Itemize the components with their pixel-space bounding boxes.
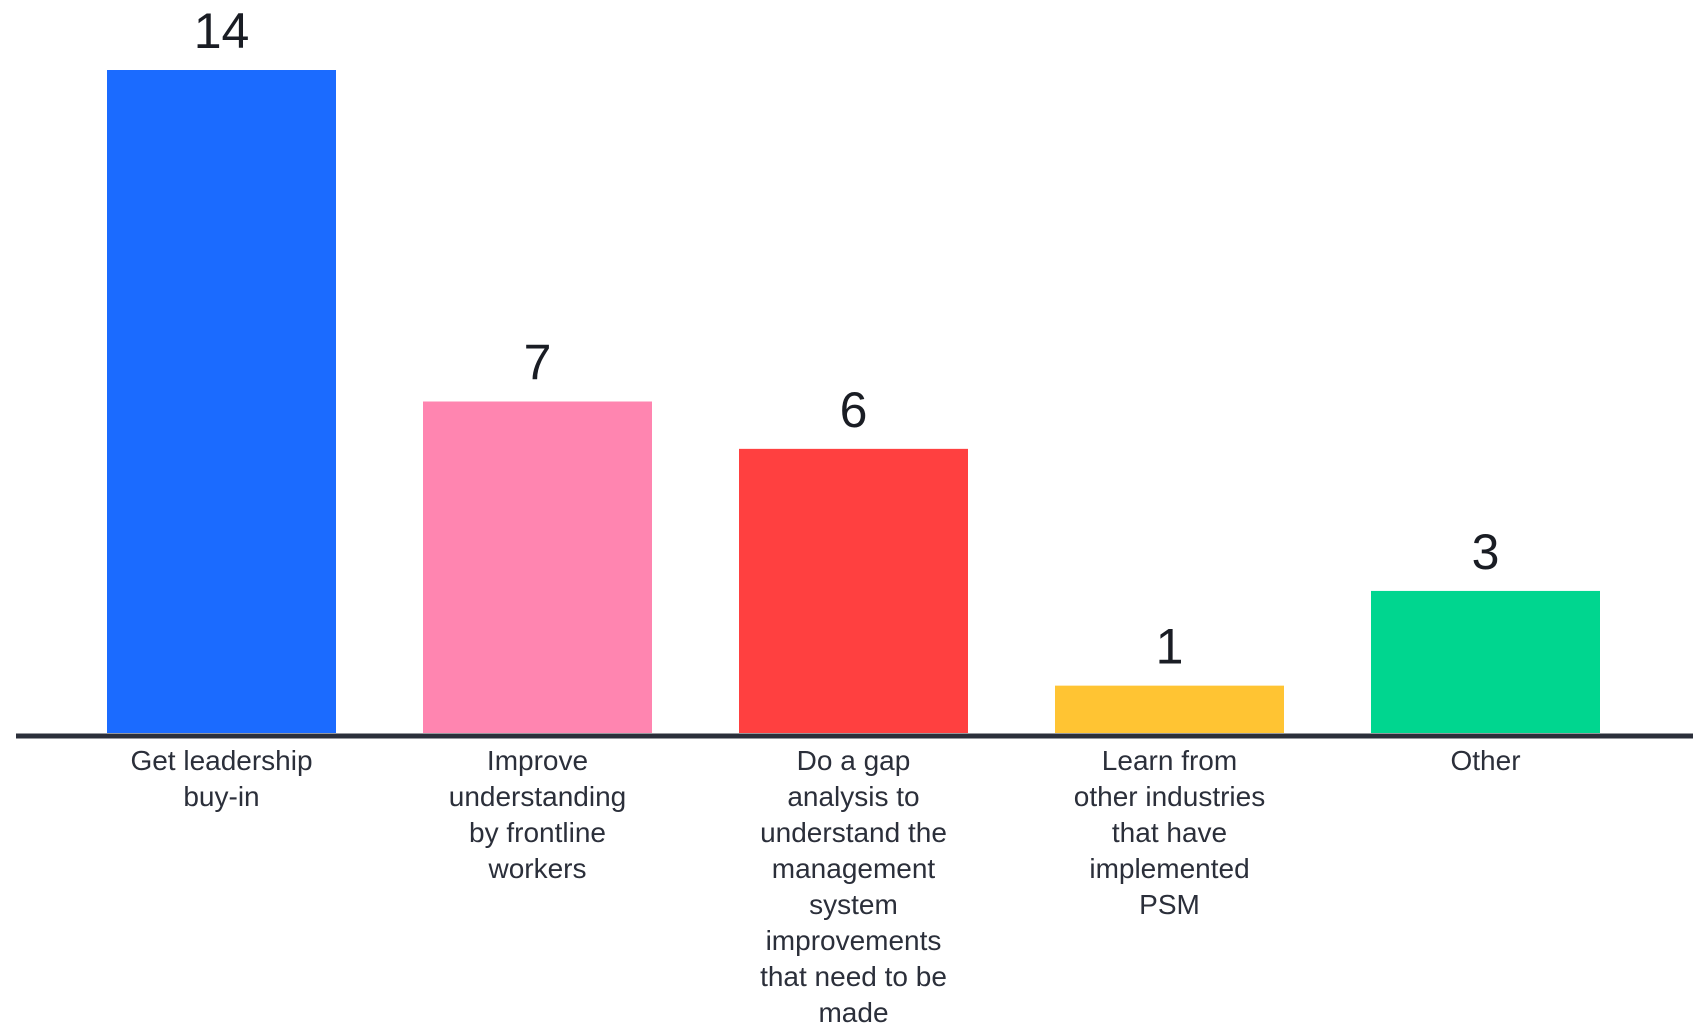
category-label-line: Other [1450, 745, 1520, 776]
category-label-line: buy-in [183, 781, 259, 812]
value-label-4: 1 [1156, 619, 1184, 675]
value-label-2: 7 [524, 335, 552, 391]
category-label-line: Get leadership [130, 745, 312, 776]
category-label-line: system [809, 889, 898, 920]
category-label-line: implemented [1089, 853, 1249, 884]
bar-2 [423, 401, 652, 733]
category-label-line: by frontline [469, 817, 606, 848]
category-label-line: analysis to [787, 781, 919, 812]
category-label-line: Do a gap [797, 745, 911, 776]
bar-1 [107, 70, 336, 733]
category-label-line: made [818, 997, 888, 1025]
category-label-line: Improve [487, 745, 588, 776]
category-label-3: Do a gap analysis to understand the managem… [760, 745, 947, 1025]
value-label-5: 3 [1472, 524, 1500, 580]
bar-4 [1055, 685, 1284, 733]
category-label-line: Learn from [1102, 745, 1237, 776]
category-label-line: understand the [760, 817, 947, 848]
value-label-3: 6 [840, 382, 868, 438]
category-labels-layer: Get leadership buy-in Improve understanding… [130, 745, 1520, 1028]
bars-layer [107, 70, 1600, 733]
category-label-4: Learn from other industries that have imple… [1074, 745, 1265, 920]
category-label-line: that have [1112, 817, 1227, 848]
bar-3 [739, 448, 968, 733]
category-label-line: improvements [766, 925, 942, 956]
category-label-line: workers [487, 853, 586, 884]
category-label-line: PSM [1139, 889, 1200, 920]
category-label-line: understanding [449, 781, 626, 812]
bar-5 [1371, 590, 1600, 733]
value-labels-layer: 14 7 6 1 3 [194, 3, 1500, 675]
category-label-5: Other [1450, 745, 1520, 776]
category-label-2: Improve understanding by frontline workers [449, 745, 626, 884]
category-label-1: Get leadership buy-in [130, 745, 312, 812]
value-label-1: 14 [194, 3, 250, 59]
category-label-line: other industries [1074, 781, 1265, 812]
category-label-line: that need to be [760, 961, 947, 992]
category-label-line: management [772, 853, 936, 884]
